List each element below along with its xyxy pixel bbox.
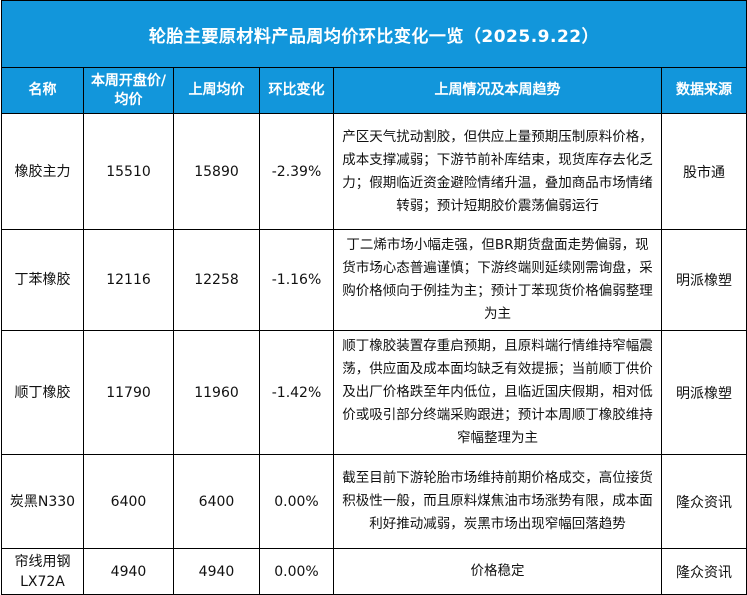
row-name: 橡胶主力 xyxy=(1,113,84,230)
row-this-week: 12116 xyxy=(83,229,174,331)
row-this-week: 4940 xyxy=(83,548,174,595)
row-last-week: 12258 xyxy=(173,229,260,331)
table-row: 顺丁橡胶 11790 11960 -1.42% 顺丁橡胶装置存重启预期，且原料端… xyxy=(1,330,747,455)
row-name: 丁苯橡胶 xyxy=(1,229,84,331)
row-source: 明派橡塑 xyxy=(661,229,747,331)
table-row: 橡胶主力 15510 15890 -2.39% 产区天气扰动割胶，但供应上量预期… xyxy=(1,113,747,230)
row-name: 炭黑N330 xyxy=(1,454,84,549)
row-trend: 截至目前下游轮胎市场维持前期价格成交，高位接货积极性一般，而且原料煤焦油市场涨势… xyxy=(333,454,662,549)
row-trend: 产区天气扰动割胶，但供应上量预期压制原料价格，成本支撑减弱；下游节前补库结束，现… xyxy=(333,113,662,230)
header-change: 环比变化 xyxy=(259,67,334,114)
header-name: 名称 xyxy=(1,67,84,114)
row-trend: 价格稳定 xyxy=(333,548,662,595)
table-row: 帘线用钢LX72A 4940 4940 0.00% 价格稳定 隆众资讯 xyxy=(1,548,747,595)
row-trend: 丁二烯市场小幅走强，但BR期货盘面走势偏弱，现货市场心态普遍谨慎；下游终端则延续… xyxy=(333,229,662,331)
row-name: 帘线用钢LX72A xyxy=(1,548,84,595)
row-last-week: 15890 xyxy=(173,113,260,230)
row-last-week: 11960 xyxy=(173,330,260,455)
header-row: 名称 本周开盘价/均价 上周均价 环比变化 上周情况及本周趋势 数据来源 xyxy=(1,67,747,114)
row-change: -2.39% xyxy=(259,113,334,230)
row-source: 股市通 xyxy=(661,113,747,230)
row-source: 隆众资讯 xyxy=(661,548,747,595)
table-title: 轮胎主要原材料产品周均价环比变化一览（2025.9.22） xyxy=(1,0,747,68)
row-this-week: 11790 xyxy=(83,330,174,455)
row-this-week: 15510 xyxy=(83,113,174,230)
row-change: -1.16% xyxy=(259,229,334,331)
row-this-week: 6400 xyxy=(83,454,174,549)
header-source: 数据来源 xyxy=(661,67,747,114)
header-this-week: 本周开盘价/均价 xyxy=(83,67,174,114)
row-change: -1.42% xyxy=(259,330,334,455)
row-change: 0.00% xyxy=(259,548,334,595)
row-last-week: 4940 xyxy=(173,548,260,595)
row-source: 明派橡塑 xyxy=(661,330,747,455)
table-row: 炭黑N330 6400 6400 0.00% 截至目前下游轮胎市场维持前期价格成… xyxy=(1,454,747,549)
row-trend: 顺丁橡胶装置存重启预期，且原料端行情维持窄幅震荡，供应面及成本面均缺乏有效提振；… xyxy=(333,330,662,455)
row-change: 0.00% xyxy=(259,454,334,549)
row-last-week: 6400 xyxy=(173,454,260,549)
table-row: 丁苯橡胶 12116 12258 -1.16% 丁二烯市场小幅走强，但BR期货盘… xyxy=(1,229,747,331)
row-name: 顺丁橡胶 xyxy=(1,330,84,455)
row-source: 隆众资讯 xyxy=(661,454,747,549)
header-trend: 上周情况及本周趋势 xyxy=(333,67,662,114)
header-last-week: 上周均价 xyxy=(173,67,260,114)
